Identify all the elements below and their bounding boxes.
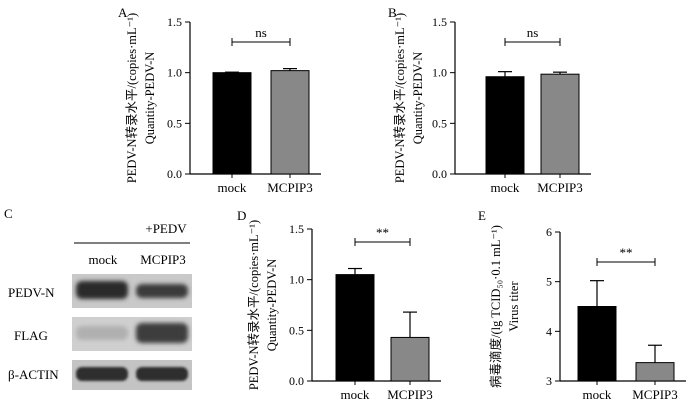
blot-lane-mcpip3: MCPIP3 bbox=[140, 252, 186, 267]
y-axis-label-a-0: PEDV-N转录水平/(copies·mL⁻¹) bbox=[124, 13, 139, 183]
chart-b: 0.0 0.5 1.0 1.5 mock MCPIP3 ns PEDV-N转录水平/(copi… bbox=[392, 13, 591, 195]
significance-label-b: ns bbox=[527, 25, 539, 40]
panel-letter-a: A bbox=[118, 5, 128, 20]
y-tick-label-e-2: 5 bbox=[546, 275, 552, 289]
panel-letter-d: D bbox=[237, 208, 246, 223]
y-tick-label-a-0: 0.0 bbox=[167, 167, 182, 181]
y-axis-label-d-0: PEDV-N转录水平/(copies·mL⁻¹) bbox=[246, 220, 261, 390]
y-tick-label-d-1: 0.5 bbox=[289, 323, 304, 337]
chart-d: 0.0 0.5 1.0 1.5 mock MCPIP3 ** PEDV-N转录水平/(copi… bbox=[246, 220, 441, 402]
y-tick-label-d-0: 0.0 bbox=[289, 374, 304, 388]
y-tick-label-a-3: 1.5 bbox=[167, 15, 182, 29]
blot-row-beta-actin: β-ACTIN bbox=[8, 367, 59, 382]
y-tick-label-e-3: 6 bbox=[546, 225, 552, 239]
blot-band-pedv-n-mock bbox=[76, 281, 128, 299]
y-axis-label-e-1: Virus titer bbox=[507, 281, 521, 332]
bar-b-1 bbox=[540, 73, 580, 175]
category-label-a-1: MCPIP3 bbox=[267, 180, 313, 195]
panel-letter-b: B bbox=[388, 5, 397, 20]
y-tick-label-e-1: 4 bbox=[546, 324, 552, 338]
category-label-a-0: mock bbox=[218, 180, 247, 195]
y-tick-label-e-0: 3 bbox=[546, 374, 552, 388]
significance-label-a: ns bbox=[255, 25, 267, 40]
bar-d-1 bbox=[390, 336, 430, 382]
bar-b-0 bbox=[485, 76, 525, 175]
blot-lane-mock: mock bbox=[89, 252, 118, 267]
category-label-b-1: MCPIP3 bbox=[537, 180, 583, 195]
y-tick-label-b-2: 1.0 bbox=[432, 66, 447, 80]
western-blot: +PEDV mock MCPIP3 PEDV-N FLAG β-ACTIN bbox=[8, 221, 192, 390]
y-axis-label-e-0: 病毒滴度/(lg TCID₅₀·0.1 mL⁻¹) bbox=[488, 225, 503, 388]
bar-e-1 bbox=[635, 362, 675, 382]
panel-letter-c: C bbox=[4, 206, 13, 221]
category-label-e-1: MCPIP3 bbox=[632, 387, 678, 402]
blot-row-pedv-n: PEDV-N bbox=[8, 285, 55, 300]
category-label-b-0: mock bbox=[491, 180, 520, 195]
y-tick-label-d-2: 1.0 bbox=[289, 273, 304, 287]
blot-row-flag: FLAG bbox=[14, 328, 48, 343]
y-tick-label-a-2: 1.0 bbox=[167, 66, 182, 80]
blot-band-actin-mcpip3 bbox=[136, 367, 188, 381]
bar-e-0 bbox=[577, 306, 617, 382]
y-axis-label-a-1: Quantity-PEDV-N bbox=[143, 52, 157, 145]
significance-label-e: ** bbox=[620, 245, 633, 260]
bar-d-0 bbox=[335, 274, 375, 382]
blot-band-flag-mock bbox=[76, 326, 128, 340]
y-tick-label-b-3: 1.5 bbox=[432, 15, 447, 29]
significance-label-d: ** bbox=[376, 225, 389, 240]
y-tick-label-d-3: 1.5 bbox=[289, 222, 304, 236]
category-label-d-1: MCPIP3 bbox=[387, 387, 433, 402]
blot-band-flag-mcpip3 bbox=[136, 323, 188, 343]
category-label-d-0: mock bbox=[341, 387, 370, 402]
panel-letter-e: E bbox=[478, 208, 486, 223]
chart-e: 3 4 5 6 mock MCPIP3 ** 病毒滴度/(lg TCID₅₀·0.1 mL⁻¹… bbox=[488, 225, 686, 402]
category-label-e-0: mock bbox=[583, 387, 612, 402]
blot-treatment-label: +PEDV bbox=[145, 221, 187, 236]
y-axis-label-d-1: Quantity-PEDV-N bbox=[265, 259, 279, 352]
y-tick-label-b-1: 0.5 bbox=[432, 116, 447, 130]
blot-band-pedv-n-mcpip3 bbox=[136, 284, 188, 298]
bar-a-0 bbox=[212, 72, 252, 175]
y-axis-label-b-0: PEDV-N转录水平/(copies·mL⁻¹) bbox=[392, 13, 407, 183]
y-tick-label-b-0: 0.0 bbox=[432, 167, 447, 181]
blot-band-actin-mock bbox=[76, 367, 128, 381]
y-axis-label-b-1: Quantity-PEDV-N bbox=[411, 52, 425, 145]
chart-a: 0.0 0.5 1.0 1.5 mock MCPIP3 ns PEDV-N转录水平/(copi… bbox=[124, 13, 321, 195]
bar-a-1 bbox=[270, 70, 310, 175]
y-tick-label-a-1: 0.5 bbox=[167, 116, 182, 130]
